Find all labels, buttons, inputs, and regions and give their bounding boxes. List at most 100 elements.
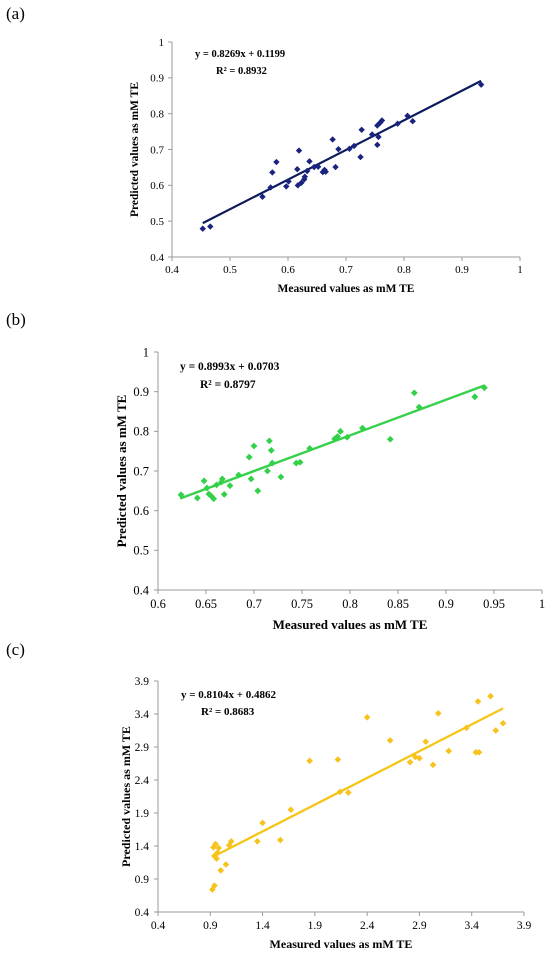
data-point	[487, 692, 494, 700]
trendline	[211, 707, 504, 859]
x-tick-label: 0.65	[195, 597, 217, 611]
data-point	[207, 223, 214, 230]
data-point	[346, 145, 353, 152]
x-tick-label: 2.4	[360, 920, 375, 932]
data-point	[268, 459, 276, 467]
data-point	[267, 184, 274, 191]
data-point	[214, 849, 221, 856]
y-tick-label: 0.5	[133, 544, 149, 558]
y-tick-label: 0.7	[150, 144, 164, 156]
data-point	[218, 475, 226, 483]
data-point	[386, 435, 394, 443]
y-tick-label: 3.9	[135, 676, 150, 688]
data-point	[306, 444, 314, 452]
data-point	[445, 747, 453, 755]
data-point	[269, 169, 276, 176]
data-point	[463, 724, 470, 732]
y-tick-label: 1	[143, 345, 149, 359]
data-point	[314, 163, 322, 170]
data-point	[378, 117, 386, 124]
data-point	[247, 475, 255, 483]
data-point	[285, 178, 292, 185]
x-tick-label: 1.4	[255, 920, 270, 932]
data-point	[335, 145, 342, 153]
data-point	[199, 225, 206, 232]
x-axis-title: Measured values as mM TE	[270, 937, 413, 951]
regression-equation: y = 0.8269x + 0.1199	[195, 49, 285, 60]
data-point	[226, 482, 234, 490]
x-tick-label: 0.9	[203, 920, 218, 932]
y-tick-label: 0.4	[150, 252, 164, 264]
trendline	[202, 79, 482, 225]
data-point	[213, 855, 220, 862]
panel-label-c: (c)	[6, 640, 25, 659]
data-point	[386, 737, 394, 744]
x-tick-label: 0.8	[342, 597, 358, 611]
data-point	[429, 761, 437, 769]
x-axis-title: Measured values as mM TE	[273, 617, 428, 632]
x-tick-label: 0.7	[246, 597, 262, 611]
y-tick-label: 1	[159, 37, 165, 49]
x-tick-label: 0.9	[455, 264, 469, 276]
chart-panel-c: (c) 0.4 0.9 1.4 1.9 2.4 2.9 3.4 3.9 0.4 0.9 1.4 1.9…	[0, 635, 550, 954]
data-point	[363, 714, 371, 721]
chart-panel-b: (b) 0.6 0.65 0.7 0.75 0.8 0.85 0.9 0.95 1 0.4 0.5 0…	[0, 310, 550, 635]
data-point	[264, 467, 271, 475]
x-tick-label: 2.9	[412, 920, 427, 932]
data-point	[215, 844, 222, 852]
data-point	[235, 471, 243, 479]
y-tick-label: 0.9	[135, 874, 150, 886]
y-tick-label: 1.4	[135, 841, 150, 853]
data-point	[332, 163, 339, 171]
y-tick-label: 0.7	[133, 464, 149, 478]
data-point	[410, 389, 418, 397]
y-tick-label: 0.8	[133, 425, 149, 439]
data-point	[422, 738, 430, 746]
x-tick-label: 0.5	[223, 264, 237, 276]
data-point	[374, 141, 381, 149]
data-point	[434, 710, 442, 717]
data-point	[277, 473, 285, 481]
data-point	[416, 754, 423, 762]
data-point	[329, 136, 336, 143]
scatter-chart-a: 0.4 0.5 0.6 0.7 0.8 0.9 1 0.4 0.5 0.6 0.7 0.8 0.9 1 y …	[129, 37, 523, 295]
y-tick-label: 0.6	[133, 504, 149, 518]
scatter-chart-c: 0.4 0.9 1.4 1.9 2.4 2.9 3.4 3.9 0.4 0.9 1.4 1.9 2.4 2…	[119, 676, 531, 951]
data-point	[499, 719, 507, 727]
data-point	[210, 495, 218, 503]
data-point	[358, 126, 365, 133]
x-tick-label: 0.95	[483, 597, 505, 611]
y-axis-title: Predicted values as mM TE	[119, 726, 133, 867]
data-point	[177, 491, 185, 499]
data-point	[254, 487, 262, 495]
y-tick-label: 2.4	[135, 775, 150, 787]
r-squared-label: R² = 0.8932	[216, 66, 267, 77]
x-tick-label: 1	[539, 597, 545, 611]
data-point	[267, 446, 275, 454]
y-axis-title: Predicted values as mM TE	[129, 82, 141, 217]
data-point	[294, 166, 301, 173]
x-axis-title: Measured values as mM TE	[278, 283, 415, 295]
data-point	[406, 758, 414, 766]
y-axis-title: Predicted values as mM TE	[114, 395, 129, 548]
y-tick-label: 3.4	[135, 709, 150, 721]
data-point	[415, 403, 423, 411]
data-point	[259, 819, 266, 827]
panel-label-b: (b)	[6, 310, 26, 329]
data-point	[193, 494, 201, 502]
data-point	[368, 131, 376, 138]
x-tick-label: 0.7	[339, 264, 353, 276]
x-tick-label: 0.9	[438, 597, 454, 611]
y-tick-label: 0.5	[150, 216, 164, 228]
chart-panel-a: (a) 0.4 0.5 0.6 0.7 0.8 0.9 1 0.4 0.5 0.6 0.7 0.8 0.…	[0, 0, 550, 310]
data-point	[350, 142, 358, 150]
x-tick-label: 0.6	[281, 264, 295, 276]
data-point	[334, 433, 341, 440]
data-point	[303, 167, 311, 175]
data-point	[277, 836, 284, 844]
x-tick-label: 0.4	[165, 264, 179, 276]
data-point	[200, 477, 208, 485]
data-point	[301, 173, 309, 180]
data-point	[217, 478, 225, 486]
data-point	[254, 838, 261, 845]
